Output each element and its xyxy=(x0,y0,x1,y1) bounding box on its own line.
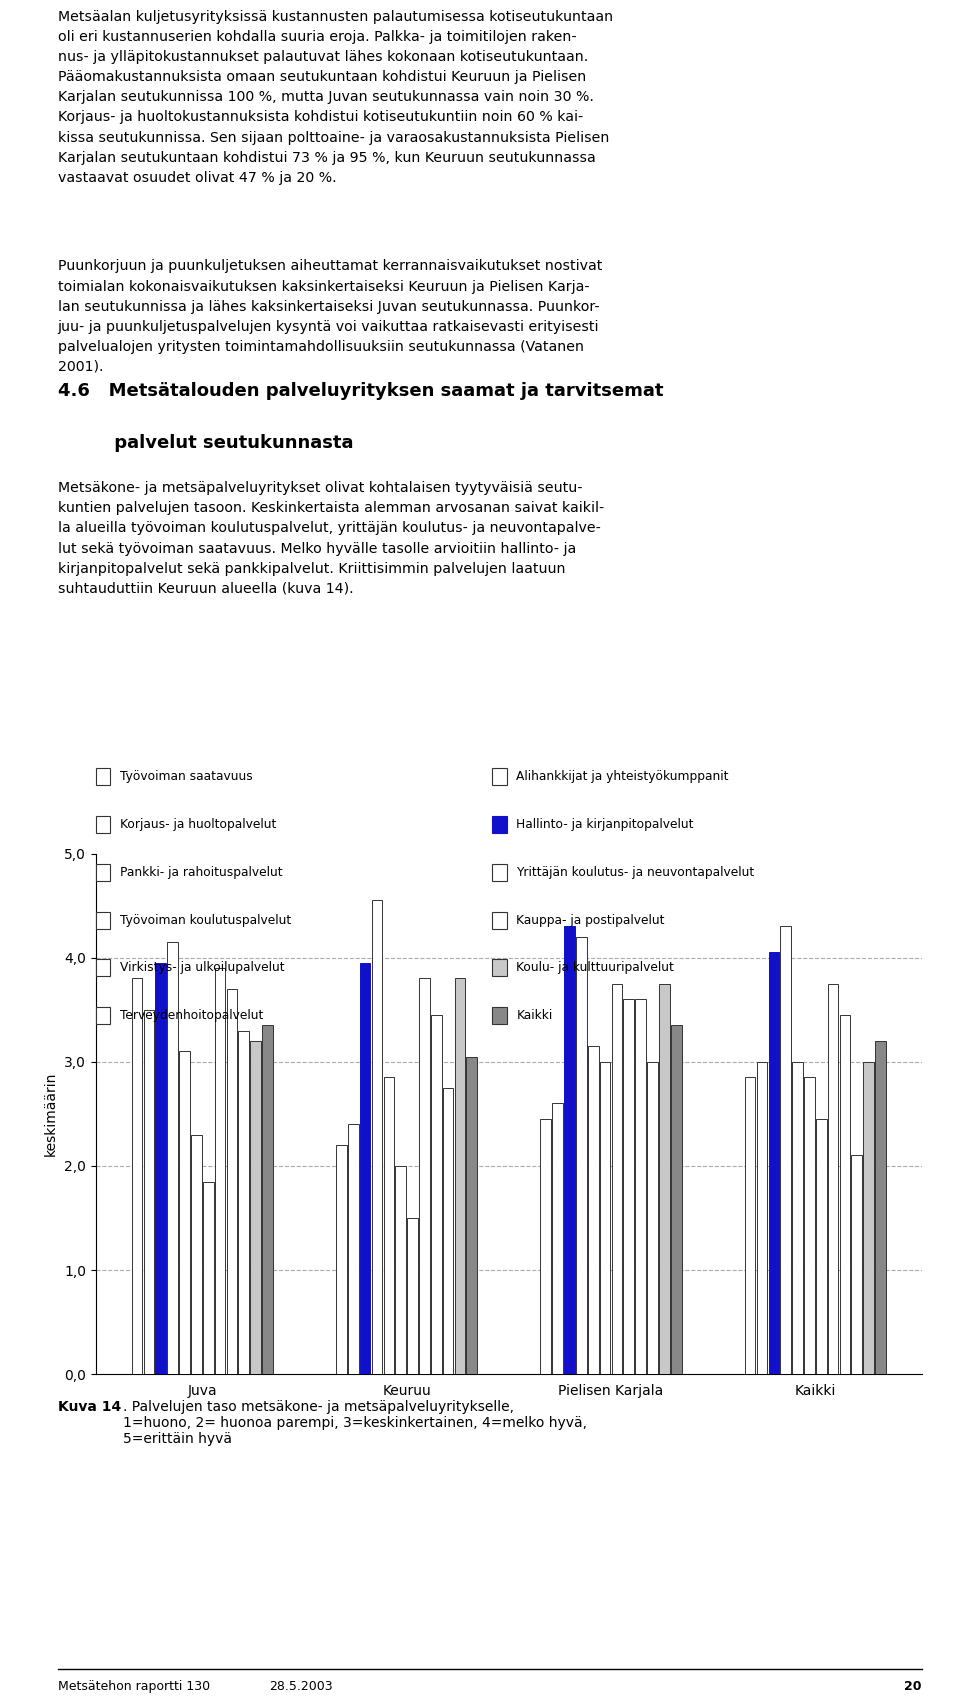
Bar xyxy=(816,1120,827,1374)
Bar xyxy=(647,1062,658,1374)
Text: Työvoiman koulutuspalvelut: Työvoiman koulutuspalvelut xyxy=(120,913,291,927)
Bar xyxy=(227,988,237,1374)
Text: Alihankkijat ja yhteistyökumppanit: Alihankkijat ja yhteistyökumppanit xyxy=(516,770,729,784)
Bar xyxy=(251,1041,261,1374)
Text: Puunkorjuun ja puunkuljetuksen aiheuttamat kerrannaisvaikutukset nostivat
toimia: Puunkorjuun ja puunkuljetuksen aiheuttam… xyxy=(58,259,602,374)
Bar xyxy=(167,942,178,1374)
Bar xyxy=(852,1156,862,1374)
Bar xyxy=(203,1181,213,1374)
Bar xyxy=(540,1120,551,1374)
Bar xyxy=(156,963,166,1374)
Bar xyxy=(467,1057,477,1374)
Bar xyxy=(372,900,382,1374)
Bar xyxy=(671,1026,682,1374)
Bar xyxy=(804,1077,815,1374)
Bar xyxy=(876,1041,886,1374)
Bar xyxy=(262,1026,273,1374)
Bar xyxy=(215,968,226,1374)
Text: Metsäalan kuljetusyrityksissä kustannusten palautumisessa kotiseutukuntaan
oli e: Metsäalan kuljetusyrityksissä kustannust… xyxy=(58,10,612,184)
Bar xyxy=(431,1016,442,1374)
Bar xyxy=(840,1016,851,1374)
Y-axis label: keskimäärin: keskimäärin xyxy=(43,1072,58,1156)
Text: 28.5.2003: 28.5.2003 xyxy=(269,1680,332,1693)
Bar xyxy=(612,983,622,1374)
Bar xyxy=(756,1062,767,1374)
Text: 4.6   Metsätalouden palveluyrityksen saamat ja tarvitsemat: 4.6 Metsätalouden palveluyrityksen saama… xyxy=(58,382,663,401)
Bar xyxy=(769,953,780,1374)
Bar xyxy=(588,1046,598,1374)
Bar xyxy=(360,963,371,1374)
Bar xyxy=(564,927,575,1374)
Bar xyxy=(238,1031,249,1374)
Bar xyxy=(191,1135,202,1374)
Text: Työvoiman saatavuus: Työvoiman saatavuus xyxy=(120,770,252,784)
Bar xyxy=(863,1062,874,1374)
Text: Koulu- ja kulttuuripalvelut: Koulu- ja kulttuuripalvelut xyxy=(516,961,674,975)
Bar xyxy=(552,1103,563,1374)
Text: Terveydenhoitopalvelut: Terveydenhoitopalvelut xyxy=(120,1009,263,1022)
Bar xyxy=(623,999,635,1374)
Text: Yrittäjän koulutus- ja neuvontapalvelut: Yrittäjän koulutus- ja neuvontapalvelut xyxy=(516,865,755,879)
Bar xyxy=(336,1145,347,1374)
Bar xyxy=(132,978,142,1374)
Text: 20: 20 xyxy=(904,1680,922,1693)
Text: palvelut seutukunnasta: palvelut seutukunnasta xyxy=(58,434,353,452)
Text: Metsätehon raportti 130: Metsätehon raportti 130 xyxy=(58,1680,209,1693)
Text: Metsäkone- ja metsäpalveluyritykset olivat kohtalaisen tyytyväisiä seutu-
kuntie: Metsäkone- ja metsäpalveluyritykset oliv… xyxy=(58,481,604,596)
Bar xyxy=(576,937,587,1374)
Bar xyxy=(144,1009,155,1374)
Bar xyxy=(383,1077,395,1374)
Bar xyxy=(792,1062,803,1374)
Bar xyxy=(407,1219,418,1374)
Bar xyxy=(780,927,791,1374)
Text: Kauppa- ja postipalvelut: Kauppa- ja postipalvelut xyxy=(516,913,664,927)
Text: Korjaus- ja huoltopalvelut: Korjaus- ja huoltopalvelut xyxy=(120,818,276,831)
Bar xyxy=(745,1077,756,1374)
Bar xyxy=(600,1062,611,1374)
Bar xyxy=(348,1125,359,1374)
Bar xyxy=(659,983,670,1374)
Text: Kuva 14: Kuva 14 xyxy=(58,1400,121,1413)
Text: Virkistys- ja ulkoilupalvelut: Virkistys- ja ulkoilupalvelut xyxy=(120,961,284,975)
Bar xyxy=(180,1052,190,1374)
Text: . Palvelujen taso metsäkone- ja metsäpalveluyritykselle,
1=huono, 2= huonoa pare: . Palvelujen taso metsäkone- ja metsäpal… xyxy=(123,1400,587,1446)
Bar xyxy=(396,1166,406,1374)
Bar xyxy=(636,999,646,1374)
Bar xyxy=(420,978,430,1374)
Bar xyxy=(455,978,466,1374)
Text: Kaikki: Kaikki xyxy=(516,1009,553,1022)
Bar xyxy=(443,1087,453,1374)
Bar xyxy=(828,983,838,1374)
Text: Hallinto- ja kirjanpitopalvelut: Hallinto- ja kirjanpitopalvelut xyxy=(516,818,694,831)
Text: Pankki- ja rahoituspalvelut: Pankki- ja rahoituspalvelut xyxy=(120,865,282,879)
